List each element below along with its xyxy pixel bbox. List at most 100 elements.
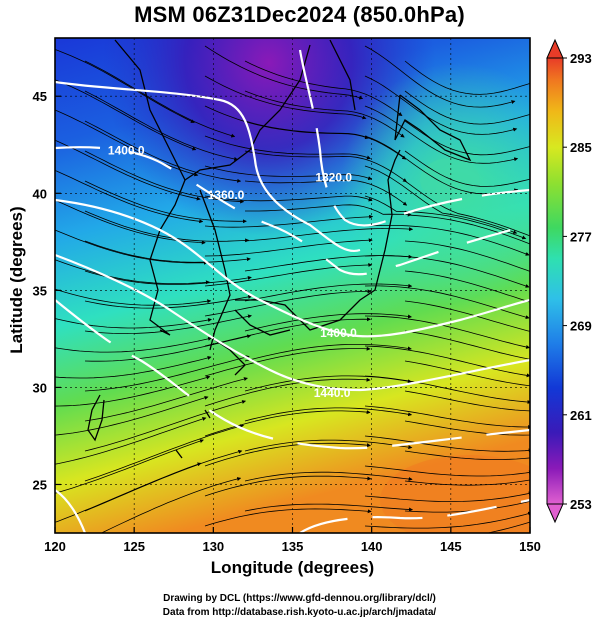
streamline bbox=[84, 60, 236, 138]
colorbar-tick-label: 293 bbox=[570, 51, 592, 66]
streamline bbox=[364, 491, 530, 503]
streamline bbox=[204, 195, 373, 202]
contour-label: 1360.0 bbox=[208, 188, 245, 202]
streamline bbox=[364, 105, 519, 164]
streamline bbox=[84, 210, 250, 243]
footer-credit-dcl: Drawing by DCL (https://www.gfd-dennou.o… bbox=[163, 593, 436, 604]
streamline bbox=[55, 109, 199, 177]
streamline bbox=[204, 238, 373, 257]
streamline bbox=[364, 405, 530, 429]
streamline bbox=[244, 150, 407, 183]
x-tick-label: 150 bbox=[519, 539, 541, 554]
y-tick-label: 35 bbox=[33, 283, 47, 298]
y-tick-label: 25 bbox=[33, 477, 47, 492]
streamline bbox=[84, 314, 252, 334]
streamline bbox=[244, 503, 414, 512]
streamline bbox=[244, 344, 412, 362]
streamline bbox=[245, 204, 412, 217]
streamline bbox=[100, 477, 242, 533]
x-tick-label: 125 bbox=[123, 539, 145, 554]
y-tick-label: 45 bbox=[33, 89, 47, 104]
streamline bbox=[244, 407, 413, 422]
streamline bbox=[244, 90, 405, 138]
contour-label: 1400.0 bbox=[320, 326, 357, 340]
streamline bbox=[404, 60, 530, 95]
streamline bbox=[404, 210, 530, 245]
colorbar-top-arrow bbox=[546, 38, 564, 59]
streamline bbox=[204, 346, 371, 377]
streamline bbox=[404, 360, 530, 387]
streamline bbox=[84, 90, 239, 161]
streamline bbox=[364, 225, 530, 256]
streamline bbox=[55, 336, 213, 353]
streamline bbox=[55, 462, 202, 523]
streamline bbox=[55, 169, 204, 224]
streamline bbox=[55, 417, 207, 465]
streamline bbox=[364, 165, 518, 234]
x-tick-label: 130 bbox=[202, 539, 224, 554]
streamline bbox=[244, 120, 407, 160]
streamline bbox=[55, 79, 197, 151]
streamline bbox=[55, 318, 212, 329]
streamline bbox=[404, 300, 530, 332]
streamline bbox=[404, 180, 530, 237]
streamline bbox=[244, 227, 414, 242]
footer-credit-data: Data from http://database.rish.kyoto-u.a… bbox=[162, 607, 437, 618]
streamline bbox=[55, 229, 208, 265]
streamline bbox=[84, 424, 245, 482]
streamline bbox=[84, 334, 252, 362]
axis-ticks: 120 125 130 135 140 145 150 25 30 35 40 45 bbox=[33, 89, 541, 554]
streamline bbox=[55, 439, 204, 494]
x-tick-label: 145 bbox=[440, 539, 462, 554]
streamline bbox=[364, 315, 530, 349]
map-title: MSM 06Z31Dec2024 (850.0hPa) bbox=[134, 2, 465, 27]
streamline bbox=[404, 150, 530, 187]
streamline bbox=[404, 270, 530, 303]
colorbar-tick-label: 269 bbox=[570, 319, 592, 334]
streamline bbox=[244, 313, 412, 332]
y-axis-label: Latitude (degrees) bbox=[7, 206, 26, 354]
streamline bbox=[204, 377, 371, 407]
colorbar: 253 261 269 277 285 293 bbox=[546, 38, 592, 524]
colorbar-bottom-arrow bbox=[546, 503, 564, 524]
contour-labels: 1400.0 1360.0 1320.0 1400.0 1440.0 bbox=[108, 143, 357, 400]
streamline bbox=[84, 400, 247, 452]
colorbar-tick-label: 253 bbox=[570, 497, 592, 512]
streamline bbox=[55, 49, 195, 123]
contour-label: 1440.0 bbox=[314, 386, 351, 400]
streamline bbox=[244, 471, 413, 482]
streamline bbox=[364, 195, 527, 240]
streamline bbox=[84, 355, 250, 392]
height-contours bbox=[55, 49, 530, 533]
streamline bbox=[204, 475, 372, 497]
streamline bbox=[404, 90, 530, 125]
streamline bbox=[404, 479, 530, 486]
y-tick-label: 40 bbox=[33, 186, 47, 201]
streamline bbox=[55, 259, 210, 285]
x-tick-label: 120 bbox=[44, 539, 66, 554]
streamline bbox=[204, 165, 373, 181]
temperature-field bbox=[55, 38, 530, 533]
streamline bbox=[244, 179, 408, 206]
streamline bbox=[404, 450, 530, 461]
streamline bbox=[404, 330, 530, 360]
streamline bbox=[204, 410, 371, 437]
streamline bbox=[364, 285, 530, 320]
streamline bbox=[84, 377, 248, 422]
streamline bbox=[364, 511, 530, 529]
x-axis-label: Longitude (degrees) bbox=[210, 558, 375, 577]
streamline bbox=[364, 465, 530, 477]
streamline bbox=[84, 180, 247, 224]
streamline bbox=[55, 356, 212, 379]
streamline bbox=[204, 135, 371, 160]
streamline bbox=[404, 240, 530, 272]
streamline bbox=[364, 75, 518, 135]
streamline bbox=[204, 45, 364, 100]
streamline bbox=[84, 150, 245, 204]
streamline bbox=[55, 288, 212, 306]
gridlines bbox=[55, 38, 530, 533]
contour-label: 1320.0 bbox=[315, 171, 352, 185]
x-tick-label: 140 bbox=[361, 539, 383, 554]
streamline bbox=[84, 120, 242, 183]
